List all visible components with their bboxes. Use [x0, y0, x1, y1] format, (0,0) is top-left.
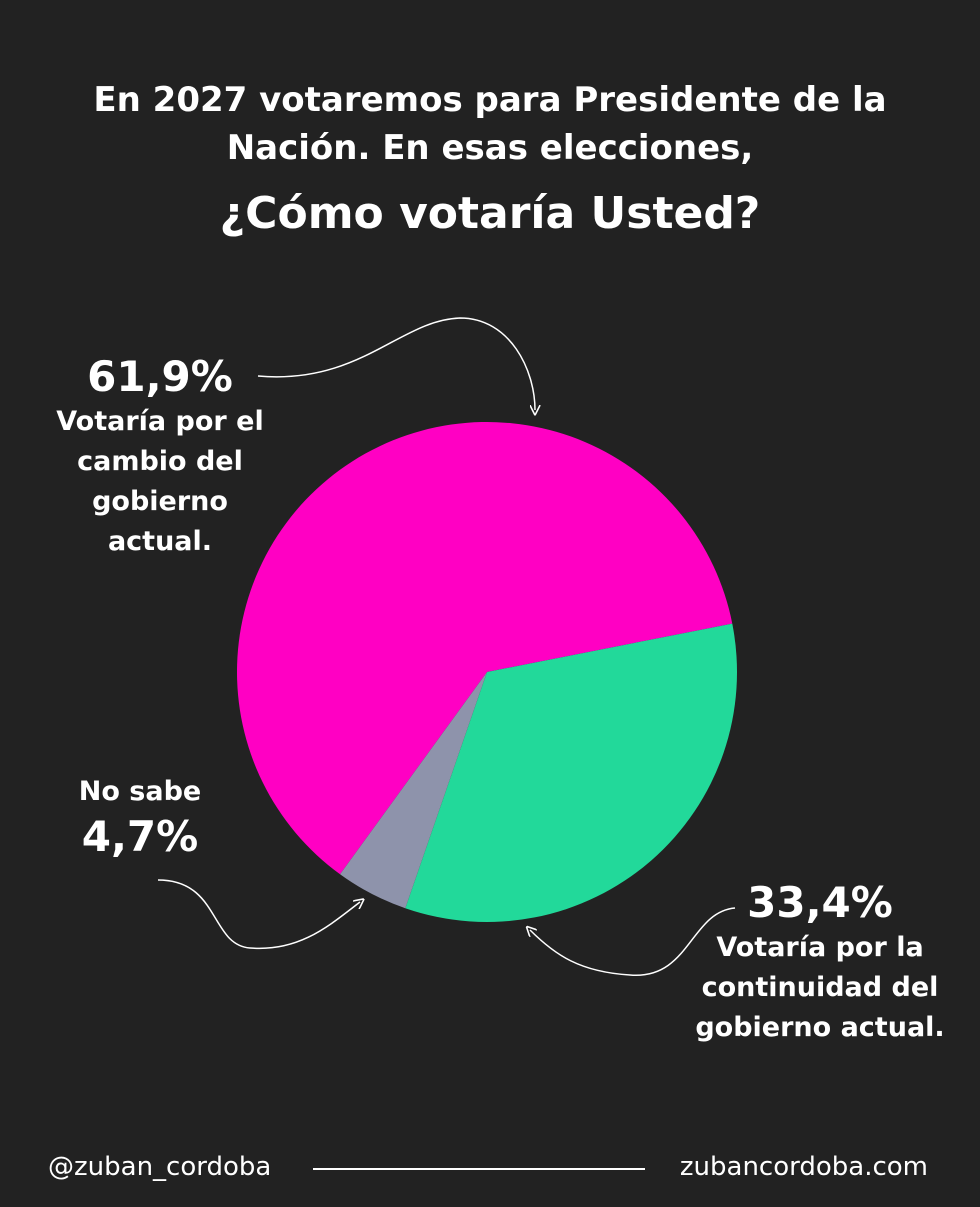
category-label: Votaría por el cambio del gobierno actua…	[56, 406, 264, 557]
website: zubancordoba.com	[679, 1152, 928, 1182]
title: En 2027 votaremos para Presidente de la …	[93, 80, 887, 168]
pie-slice	[237, 422, 733, 875]
handle: @zuban_cordoba	[48, 1152, 272, 1182]
subtitle: ¿Cómo votaría Usted?	[219, 188, 761, 239]
pie-slice	[340, 672, 487, 909]
slice-label: 61,9% Votaría por el cambio del gobierno …	[40, 352, 280, 562]
pie	[237, 422, 737, 922]
category-label: Votaría por la continuidad del gobierno …	[695, 932, 945, 1043]
pie-slice	[405, 623, 737, 922]
value-label: 4,7%	[81, 812, 199, 861]
arrow	[257, 317, 535, 410]
slice-label: No sabe 4,7%	[40, 772, 240, 862]
arrow	[157, 879, 360, 950]
value-label: 33,4%	[747, 878, 893, 927]
category-label: No sabe	[78, 776, 202, 807]
value-label: 61,9%	[87, 352, 233, 401]
slice-label: 33,4% Votaría por la continuidad del gobi…	[680, 878, 960, 1048]
arrow	[530, 907, 736, 976]
